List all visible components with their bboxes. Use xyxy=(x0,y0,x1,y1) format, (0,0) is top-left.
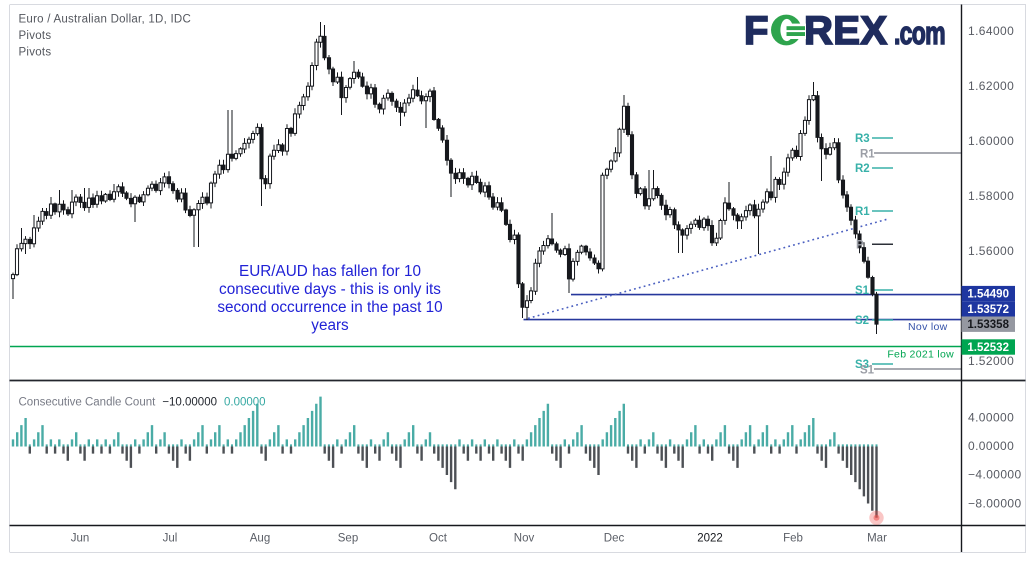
svg-text:Sep: Sep xyxy=(338,533,358,545)
svg-text:.com: .com xyxy=(894,15,945,51)
svg-text:Jul: Jul xyxy=(163,533,178,545)
svg-text:R1: R1 xyxy=(855,206,870,218)
svg-text:F: F xyxy=(744,9,768,53)
svg-text:REX: REX xyxy=(804,9,887,53)
svg-text:−8.00000: −8.00000 xyxy=(968,496,1022,510)
svg-text:Mar: Mar xyxy=(867,533,887,545)
svg-text:S1: S1 xyxy=(860,365,875,377)
svg-text:years: years xyxy=(311,317,349,334)
svg-text:R2: R2 xyxy=(855,163,870,175)
svg-text:Nov: Nov xyxy=(514,533,535,545)
svg-text:1.52532: 1.52532 xyxy=(967,342,1009,354)
svg-text:1.54490: 1.54490 xyxy=(967,289,1009,301)
svg-text:R3: R3 xyxy=(855,133,870,145)
svg-text:second occurrence in the past: second occurrence in the past 10 xyxy=(217,299,442,316)
svg-text:1.53572: 1.53572 xyxy=(967,304,1009,316)
svg-text:Oct: Oct xyxy=(429,533,448,545)
svg-text:Pivots: Pivots xyxy=(19,30,52,42)
svg-text:1.58000: 1.58000 xyxy=(968,189,1014,203)
svg-text:1.60000: 1.60000 xyxy=(968,134,1014,148)
svg-text:Aug: Aug xyxy=(250,533,270,545)
svg-text:Feb: Feb xyxy=(783,533,803,545)
svg-text:Nov low: Nov low xyxy=(908,321,948,333)
svg-text:1.62000: 1.62000 xyxy=(968,79,1014,93)
svg-text:Feb 2021 low: Feb 2021 low xyxy=(887,349,954,361)
svg-text:P: P xyxy=(856,240,864,252)
svg-text:S3: S3 xyxy=(855,359,869,371)
svg-text:1.56000: 1.56000 xyxy=(968,244,1014,258)
svg-text:S2: S2 xyxy=(855,315,869,327)
svg-text:R1: R1 xyxy=(860,149,875,161)
svg-text:−4.00000: −4.00000 xyxy=(968,468,1022,482)
svg-text:consecutive days - this is onl: consecutive days - this is only its xyxy=(219,281,441,298)
svg-text:1.52000: 1.52000 xyxy=(968,354,1014,368)
svg-text:Jun: Jun xyxy=(71,533,90,545)
svg-text:Dec: Dec xyxy=(604,533,625,545)
svg-text:Euro / Australian Dollar, 1D,: Euro / Australian Dollar, 1D, IDC xyxy=(19,14,192,26)
svg-text:1.64000: 1.64000 xyxy=(968,24,1014,38)
svg-text:0.00000: 0.00000 xyxy=(968,439,1014,453)
svg-text:EUR/AUD has fallen for 10: EUR/AUD has fallen for 10 xyxy=(239,263,421,280)
svg-text:Pivots: Pivots xyxy=(19,47,52,59)
svg-text:1.53358: 1.53358 xyxy=(967,319,1009,331)
svg-text:S1: S1 xyxy=(855,285,870,297)
svg-text:4.00000: 4.00000 xyxy=(968,411,1014,425)
svg-text:2022: 2022 xyxy=(697,533,723,545)
svg-text:Consecutive Candle Count−10.00: Consecutive Candle Count −10.00000 0.00000 xyxy=(19,397,266,409)
